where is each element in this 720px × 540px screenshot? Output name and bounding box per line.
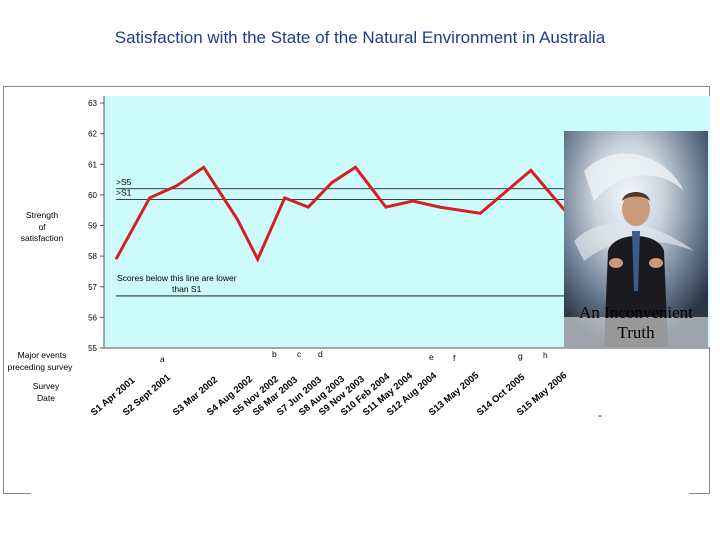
y-tick-label: 57 [88,283,97,292]
y-tick-label: 63 [88,99,97,108]
reference-line-label-cont: than S1 [172,284,202,294]
presenter-photo: An Inconvenient Truth [564,131,708,347]
y-axis-label-line-2: of [38,222,46,232]
events-row-label-line-1: Major events [18,350,67,360]
event-labels: a b c d e f g h [160,349,548,364]
frame-bottom-right-mark [689,493,710,494]
frame-bottom-left-mark [3,493,31,494]
reference-line-label: >S5 [116,177,132,187]
event-label: f [453,353,456,363]
frame-top-edge [3,86,710,87]
y-tick-label: 60 [88,191,97,200]
y-tick-group: 55 56 57 58 59 60 61 62 63 [88,99,104,353]
series-line [114,165,596,263]
y-tick-label: 56 [88,313,97,322]
event-label: d [318,349,323,359]
events-row-label-line-2: preceding survey [8,362,73,372]
y-tick-label: 55 [88,344,97,353]
y-tick-label: 58 [88,252,97,261]
event-label: b [272,349,277,359]
minus-mark: - [598,408,602,422]
event-label: g [518,351,523,361]
event-label: a [160,354,165,364]
chart-title: Satisfaction with the State of the Natur… [114,28,606,47]
reference-line-label: Scores below this line are lower [117,273,237,283]
y-tick-label: 59 [88,222,97,231]
dates-row-label-line-2: Date [37,393,55,403]
presenter-photo-art [564,131,708,347]
photo-caption: An Inconvenient Truth [579,303,693,342]
frame-left-edge [3,86,4,494]
dates-row-label-line-1: Survey [33,381,60,391]
reference-line-label: >S1 [116,187,132,197]
event-label: h [543,350,548,360]
event-label: c [297,349,302,359]
event-label: e [429,352,434,362]
y-axis-label-line-3: satisfaction [21,233,64,243]
y-tick-label: 61 [88,160,97,169]
y-tick-label: 62 [88,130,97,139]
y-axis-label-line-1: Strength [26,210,58,220]
